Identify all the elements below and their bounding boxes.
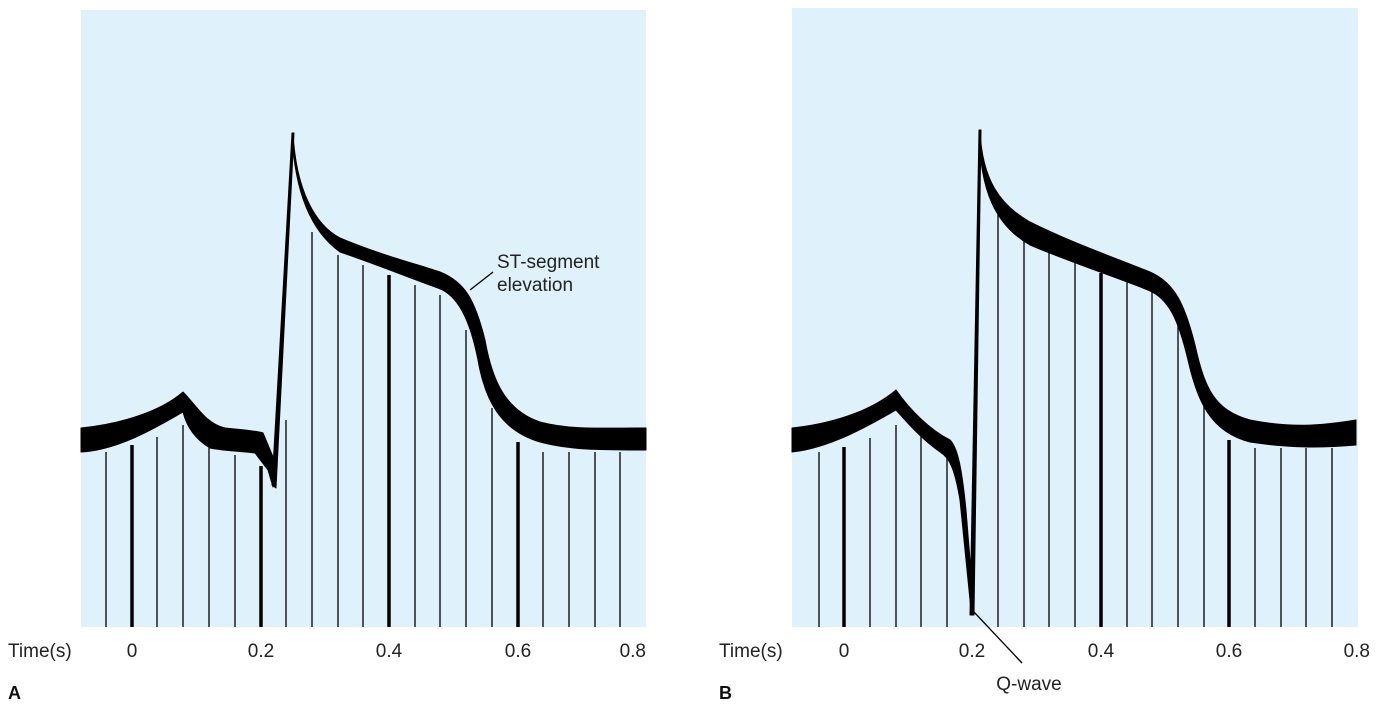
panel-a-tick-2: 0.4 xyxy=(376,641,403,662)
panel-b-tick-2: 0.4 xyxy=(1088,641,1115,662)
panel-a-annotation-leader xyxy=(469,271,494,291)
panel-a-axis-title: Time(s) xyxy=(8,641,72,662)
panel-a-tick-4: 0.8 xyxy=(620,641,646,662)
panel-a-ecg-trace xyxy=(80,132,647,489)
panel-b-tick-1: 0.2 xyxy=(959,641,985,662)
panel-a-tick-0: 0 xyxy=(127,641,138,662)
panel-b-tick-4: 0.8 xyxy=(1344,641,1370,662)
panel-b-label: B xyxy=(719,683,732,703)
panel-b: Q-wave Time(s) 0 0.2 0.4 0.6 0.8 B xyxy=(719,8,1370,703)
panel-a-annotation-line-2: elevation xyxy=(497,275,573,296)
panel-a-grid-lines xyxy=(105,232,621,627)
panel-b-annotation-line-1: Q-wave xyxy=(996,674,1061,695)
panel-b-axis-title: Time(s) xyxy=(719,641,783,662)
panel-b-ecg-trace xyxy=(791,129,1357,616)
panel-b-annotation-leader xyxy=(973,611,1023,664)
panel-b-tick-3: 0.6 xyxy=(1216,641,1242,662)
panel-a: ST-segment elevation Time(s) 0 0.2 0.4 0… xyxy=(8,10,647,703)
panel-b-tick-0: 0 xyxy=(839,641,850,662)
panel-b-grid-lines xyxy=(818,212,1333,627)
panel-a-tick-3: 0.6 xyxy=(505,641,531,662)
panel-a-annotation-line-1: ST-segment xyxy=(497,252,600,273)
panel-a-tick-1: 0.2 xyxy=(248,641,274,662)
panel-a-label: A xyxy=(8,683,21,703)
